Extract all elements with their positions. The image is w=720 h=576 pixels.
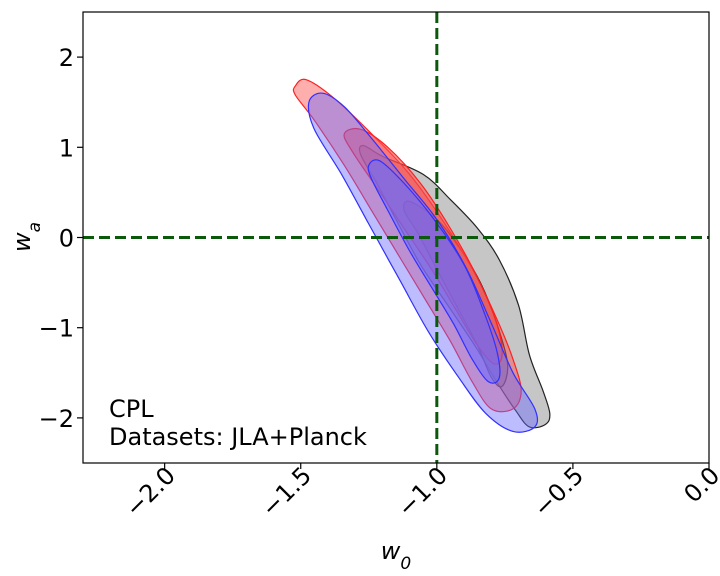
reference-lines [83,12,709,463]
x-tick-label: −2.0 [120,461,181,522]
y-tick-label: 2 [59,44,74,72]
y-tick-label: 0 [59,225,74,253]
y-tick-label: 1 [59,134,74,162]
x-axis-label: w0 [381,537,411,574]
x-tick-label: −0.5 [528,461,589,522]
annotation-datasets: Datasets: JLA+Planck [109,423,367,451]
x-tick-label: −1.5 [256,461,317,522]
contour-inner-region [367,159,501,384]
y-axis-ticks: −2 −1 0 1 2 [39,44,83,433]
x-tick-label: 0.0 [678,461,720,508]
contour-layers [292,78,551,433]
contour-series [307,92,539,433]
x-axis-ticks: −2.0 −1.5 −1.0 −0.5 0.0 [120,461,720,522]
x-tick-label: −1.0 [392,461,453,522]
y-axis-label: wa [8,222,45,252]
y-tick-label: −2 [39,405,74,433]
annotation-model: CPL [109,395,154,423]
y-tick-label: −1 [39,315,74,343]
